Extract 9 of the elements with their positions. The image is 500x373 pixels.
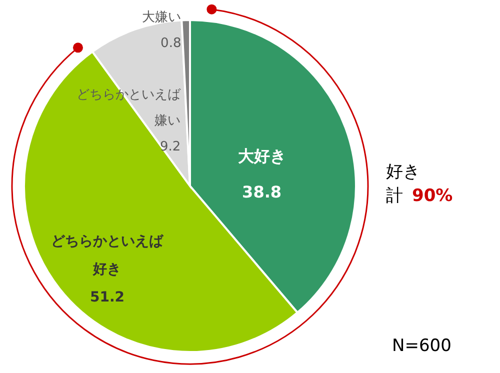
data-label: 51.2 xyxy=(90,290,125,306)
slice-label: どちらかといえば好き xyxy=(51,234,164,278)
data-label: 0.8 xyxy=(160,36,182,52)
slice-label: 大好き xyxy=(238,146,286,166)
text: N=600 xyxy=(392,335,452,358)
data-label: 38.8 xyxy=(242,182,282,202)
slice-label: 大嫌い xyxy=(142,10,182,26)
data-label: 9.2 xyxy=(160,140,181,155)
text: 90% xyxy=(412,185,453,208)
